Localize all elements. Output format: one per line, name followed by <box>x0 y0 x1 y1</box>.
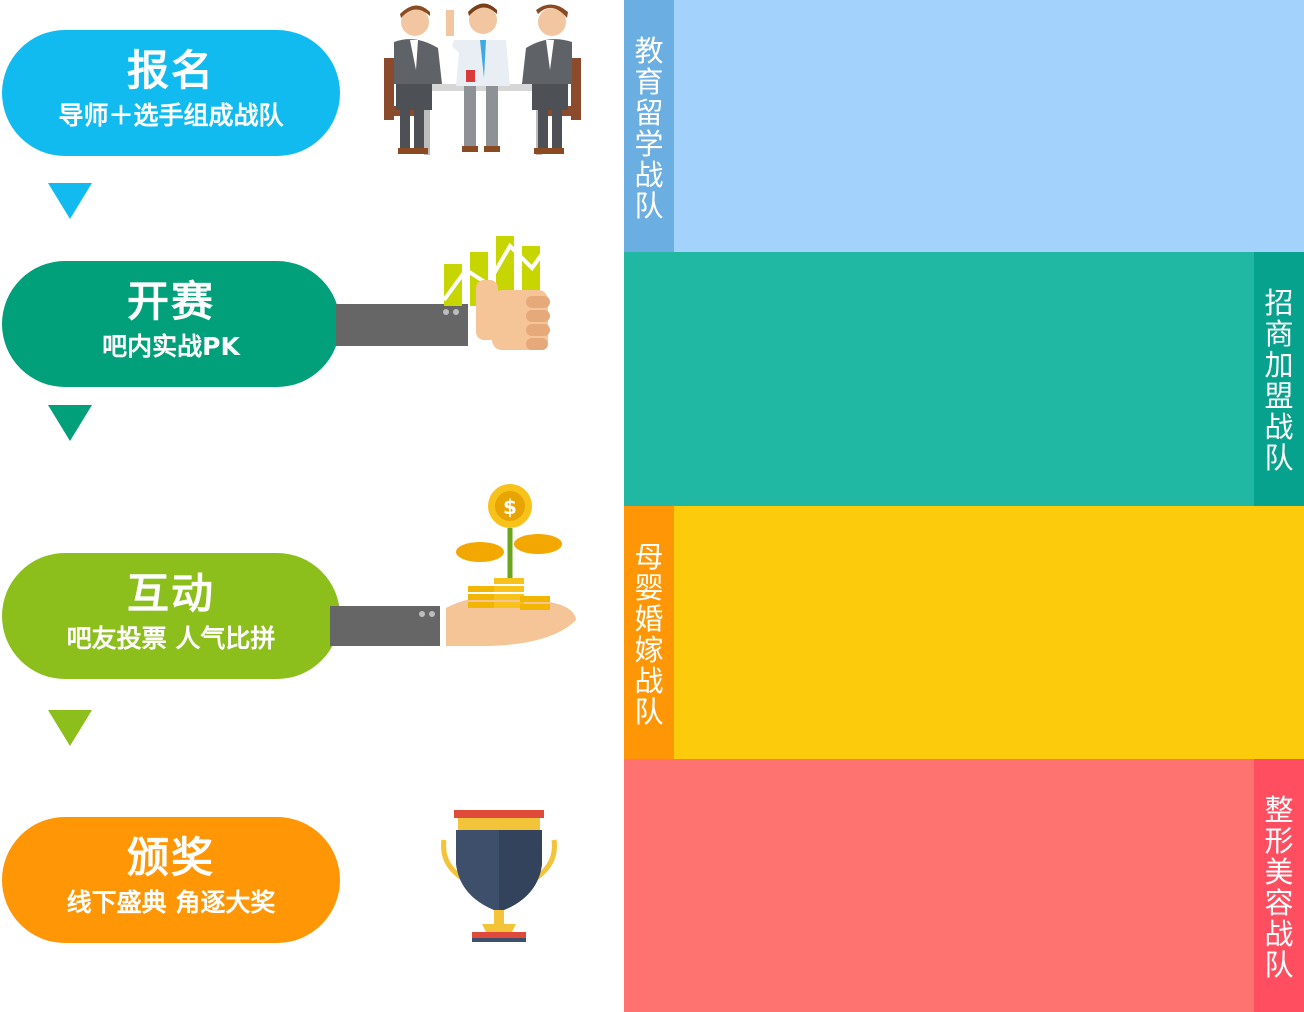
thumbs-up-chart-illustration <box>336 236 550 350</box>
step-signup: 报名 导师＋选手组成战队 <box>2 30 340 156</box>
team-tab-maternity-wedding: 母婴婚嫁战队 <box>624 506 674 759</box>
trophy-illustration <box>441 810 557 942</box>
step-award: 颁奖 线下盛典 角逐大奖 <box>2 817 340 943</box>
step-subtitle: 吧内实战PK <box>102 332 240 361</box>
down-arrow-icon <box>48 183 92 219</box>
team-band-maternity-wedding <box>624 506 1304 759</box>
step-subtitle: 吧友投票 人气比拼 <box>66 624 276 653</box>
coin-plant-hand-illustration: $ <box>330 484 576 646</box>
down-arrow-icon <box>48 710 92 746</box>
team-tab-cosmetic: 整形美容战队 <box>1254 759 1304 1012</box>
step-title: 颁奖 <box>126 833 215 882</box>
team-tab-education: 教育留学战队 <box>624 0 674 252</box>
step-start: 开赛 吧内实战PK <box>2 261 340 387</box>
team-label: 招商加盟战队 <box>1264 286 1294 475</box>
step-subtitle: 导师＋选手组成战队 <box>58 101 284 130</box>
step-interact: 互动 吧友投票 人气比拼 <box>2 553 340 679</box>
team-label: 整形美容战队 <box>1264 793 1294 982</box>
step-title: 报名 <box>126 46 215 95</box>
meeting-illustration <box>384 3 581 155</box>
team-label: 母婴婚嫁战队 <box>634 540 664 729</box>
team-tab-franchise: 招商加盟战队 <box>1254 252 1304 506</box>
step-title: 开赛 <box>126 277 215 326</box>
svg-text:$: $ <box>503 495 517 519</box>
team-label: 教育留学战队 <box>634 34 664 223</box>
team-band-cosmetic <box>624 759 1304 1012</box>
step-subtitle: 线下盛典 角逐大奖 <box>66 888 276 917</box>
step-title: 互动 <box>126 569 215 618</box>
team-band-education <box>624 0 1304 252</box>
down-arrow-icon <box>48 405 92 441</box>
team-band-franchise <box>624 252 1304 506</box>
